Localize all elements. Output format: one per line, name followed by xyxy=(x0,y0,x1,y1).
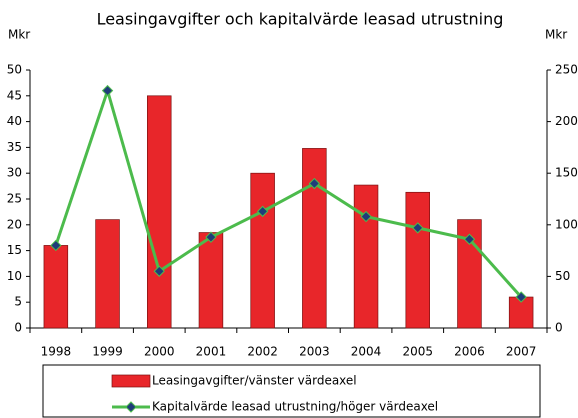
x-tick-label: 2004 xyxy=(351,345,382,359)
y2-axis-label: Mkr xyxy=(545,28,567,42)
x-tick-label: 1998 xyxy=(41,345,72,359)
y2-tick-label: 200 xyxy=(555,114,578,128)
legend-swatch xyxy=(111,374,151,388)
y2-tick-label: 100 xyxy=(555,217,578,231)
x-tick-label: 2007 xyxy=(506,345,537,359)
x-tick-label: 2001 xyxy=(196,345,227,359)
bar xyxy=(147,95,172,329)
bar xyxy=(353,184,379,329)
y2-tick-label: 150 xyxy=(555,166,578,180)
marker xyxy=(153,265,165,277)
bar xyxy=(405,191,430,329)
x-tick-label: 2005 xyxy=(402,345,433,359)
marker xyxy=(50,239,62,252)
y-tick-label: 0 xyxy=(14,321,22,335)
y-tick-label: 50 xyxy=(7,63,22,77)
y-tick-label: 45 xyxy=(7,88,22,102)
chart-title: Leasingavgifter och kapitalvärde leasad … xyxy=(97,10,504,29)
y-tick-label: 15 xyxy=(7,243,22,257)
y-tick-label: 40 xyxy=(7,114,22,128)
y2-tick-label: 250 xyxy=(555,63,578,77)
legend-marker xyxy=(125,401,137,413)
y-tick-label: 20 xyxy=(7,217,22,231)
y2-tick-label: 50 xyxy=(555,269,570,283)
bar xyxy=(95,219,120,329)
x-tick-label: 1999 xyxy=(92,345,123,359)
line xyxy=(54,85,523,299)
bar xyxy=(198,232,224,329)
x-tick-label: 2003 xyxy=(299,345,330,359)
bar xyxy=(250,172,275,329)
y2-tick-label: 0 xyxy=(555,321,563,335)
y-axis-label: Mkr xyxy=(8,28,30,42)
marker xyxy=(256,205,269,218)
legend-label: Kapitalvärde leasad utrustning/höger vär… xyxy=(152,400,438,414)
marker xyxy=(515,291,527,303)
marker xyxy=(101,84,114,97)
legend-label: Leasingavgifter/vänster värdeaxel xyxy=(152,374,357,388)
marker xyxy=(463,233,476,245)
y-tick-label: 5 xyxy=(14,295,22,309)
bar xyxy=(302,148,327,329)
x-tick-label: 2000 xyxy=(144,345,175,359)
y-tick-label: 10 xyxy=(7,269,22,283)
y-tick-label: 30 xyxy=(7,166,22,180)
marker xyxy=(308,177,321,190)
marker xyxy=(412,222,424,234)
x-tick-label: 2002 xyxy=(247,345,278,359)
x-tick-label: 2006 xyxy=(454,345,485,359)
y-tick-label: 35 xyxy=(7,140,22,154)
marker xyxy=(360,210,372,223)
bar xyxy=(43,245,69,329)
marker xyxy=(205,231,217,243)
y-tick-label: 25 xyxy=(7,192,22,206)
